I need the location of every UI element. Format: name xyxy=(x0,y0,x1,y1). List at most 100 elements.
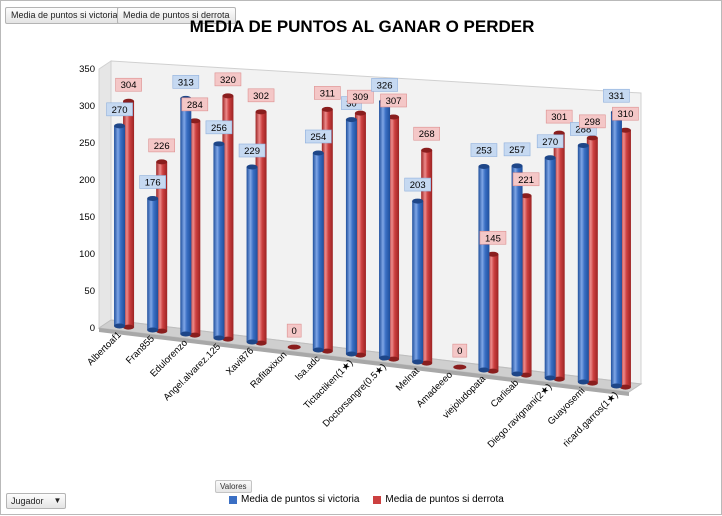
bar-victoria xyxy=(610,112,622,387)
bar-victoria-top xyxy=(114,123,126,129)
bar-derrota-cap xyxy=(453,364,467,370)
bar-victoria-base xyxy=(312,347,324,353)
data-label-derrota: 226 xyxy=(154,141,170,152)
data-label-victoria-box xyxy=(503,142,531,157)
bar-derrota-top xyxy=(388,114,400,120)
x-tick-label: Carlisab xyxy=(489,378,521,410)
data-label-derrota-box xyxy=(380,93,407,108)
bar-victoria xyxy=(379,101,391,359)
data-label-victoria-box xyxy=(205,120,233,135)
x-tick-label: Diego.ravignani(2★) xyxy=(486,382,555,451)
data-label-victoria: 253 xyxy=(476,146,492,157)
bar-derrota-top xyxy=(421,147,433,153)
chevron-down-icon[interactable]: ▼ xyxy=(53,496,62,505)
legend-swatch-victoria xyxy=(229,495,237,504)
x-tick-label: Rafitaxixon xyxy=(248,350,289,391)
bar-victoria-base xyxy=(345,351,357,357)
bar-derrota-top xyxy=(156,159,168,165)
bar-derrota-base xyxy=(553,376,565,382)
legend: Media de puntos si victoria Media de pun… xyxy=(229,494,504,505)
floor xyxy=(97,319,643,393)
bar-victoria xyxy=(114,125,126,327)
bar-derrota-top xyxy=(189,118,201,124)
row-field-label: Jugador xyxy=(11,496,44,506)
x-tick-label: Albertoaf1 xyxy=(85,330,123,368)
bar-victoria xyxy=(478,166,490,371)
bar-victoria-base xyxy=(379,355,391,361)
data-label-victoria: 30 xyxy=(346,99,357,110)
bar-derrota-base xyxy=(189,332,201,338)
data-label-derrota-box xyxy=(545,109,573,124)
data-label-victoria-box xyxy=(172,75,200,89)
data-label-derrota: 310 xyxy=(618,109,634,120)
bar-derrota xyxy=(189,120,201,336)
data-label-derrota: 302 xyxy=(253,91,269,102)
data-label-derrota: 320 xyxy=(220,75,236,86)
values-field-button[interactable]: Valores xyxy=(215,480,252,493)
row-field-jugador[interactable]: Jugador ▼ xyxy=(6,493,67,509)
bar-derrota-base xyxy=(321,348,333,354)
bar-victoria xyxy=(246,167,258,343)
data-label-derrota: 0 xyxy=(457,346,462,357)
data-label-victoria: 326 xyxy=(377,80,393,91)
bar-derrota xyxy=(421,150,433,364)
bar-victoria-top xyxy=(511,163,523,169)
bar-derrota xyxy=(520,195,532,376)
data-label-derrota-box xyxy=(115,77,142,92)
data-label-derrota-box xyxy=(479,230,507,245)
y-tick-label: 150 xyxy=(79,212,95,223)
data-label-victoria-box xyxy=(470,143,498,157)
data-label-derrota-box xyxy=(247,88,275,103)
x-tick-label: Isa.adc xyxy=(293,353,323,383)
bar-derrota xyxy=(255,111,267,344)
bar-victoria xyxy=(147,198,159,331)
bar-derrota xyxy=(586,137,598,384)
data-label-derrota: 304 xyxy=(121,80,137,91)
bar-derrota-base xyxy=(156,328,168,334)
bar-derrota xyxy=(388,116,400,360)
data-label-derrota: 221 xyxy=(518,175,534,186)
legend-item-victoria[interactable]: Media de puntos si victoria xyxy=(229,494,359,505)
data-label-victoria: 256 xyxy=(211,123,227,134)
data-label-derrota-box xyxy=(286,323,302,338)
x-tick-label: Doctorsangre(0.5★) xyxy=(321,362,389,430)
bar-victoria-top xyxy=(412,198,424,204)
data-label-derrota-box xyxy=(512,172,540,187)
data-label-derrota-box xyxy=(612,106,639,121)
y-tick-label: 0 xyxy=(90,323,95,334)
data-label-derrota: 307 xyxy=(386,96,402,107)
bar-victoria-base xyxy=(114,323,126,329)
bar-victoria-base xyxy=(577,379,589,385)
bar-derrota-top xyxy=(553,130,565,136)
y-tick-label: 100 xyxy=(79,249,95,260)
legend-item-derrota[interactable]: Media de puntos si derrota xyxy=(373,494,504,505)
x-tick-label: Melnat xyxy=(394,365,422,393)
data-label-derrota: 309 xyxy=(353,92,369,103)
data-label-derrota-box xyxy=(314,86,341,100)
bar-derrota-top xyxy=(321,106,333,112)
bar-victoria xyxy=(511,165,523,375)
bar-derrota-base xyxy=(388,356,400,362)
bar-derrota-top xyxy=(123,98,135,104)
data-label-victoria: 257 xyxy=(509,145,525,156)
bar-victoria xyxy=(412,201,424,363)
y-tick-label: 300 xyxy=(79,101,95,112)
bar-victoria-base xyxy=(213,335,225,341)
data-label-victoria: 331 xyxy=(609,91,625,102)
filter-derrota-button[interactable]: Media de puntos si derrota xyxy=(117,7,236,24)
bar-victoria-base xyxy=(246,339,258,345)
bar-victoria-base xyxy=(610,383,622,389)
data-label-derrota-box xyxy=(148,138,175,153)
bar-victoria-base xyxy=(412,359,424,365)
bar-victoria-top xyxy=(312,150,324,156)
bar-derrota-base xyxy=(255,340,267,346)
legend-label-victoria: Media de puntos si victoria xyxy=(241,494,360,505)
side-wall xyxy=(98,60,112,329)
data-label-victoria-box xyxy=(603,88,630,103)
bar-derrota-top xyxy=(222,93,234,99)
data-label-derrota: 298 xyxy=(584,117,600,128)
bar-victoria-top xyxy=(345,117,357,123)
data-label-victoria: 288 xyxy=(575,124,591,135)
data-label-derrota-box xyxy=(413,126,440,141)
